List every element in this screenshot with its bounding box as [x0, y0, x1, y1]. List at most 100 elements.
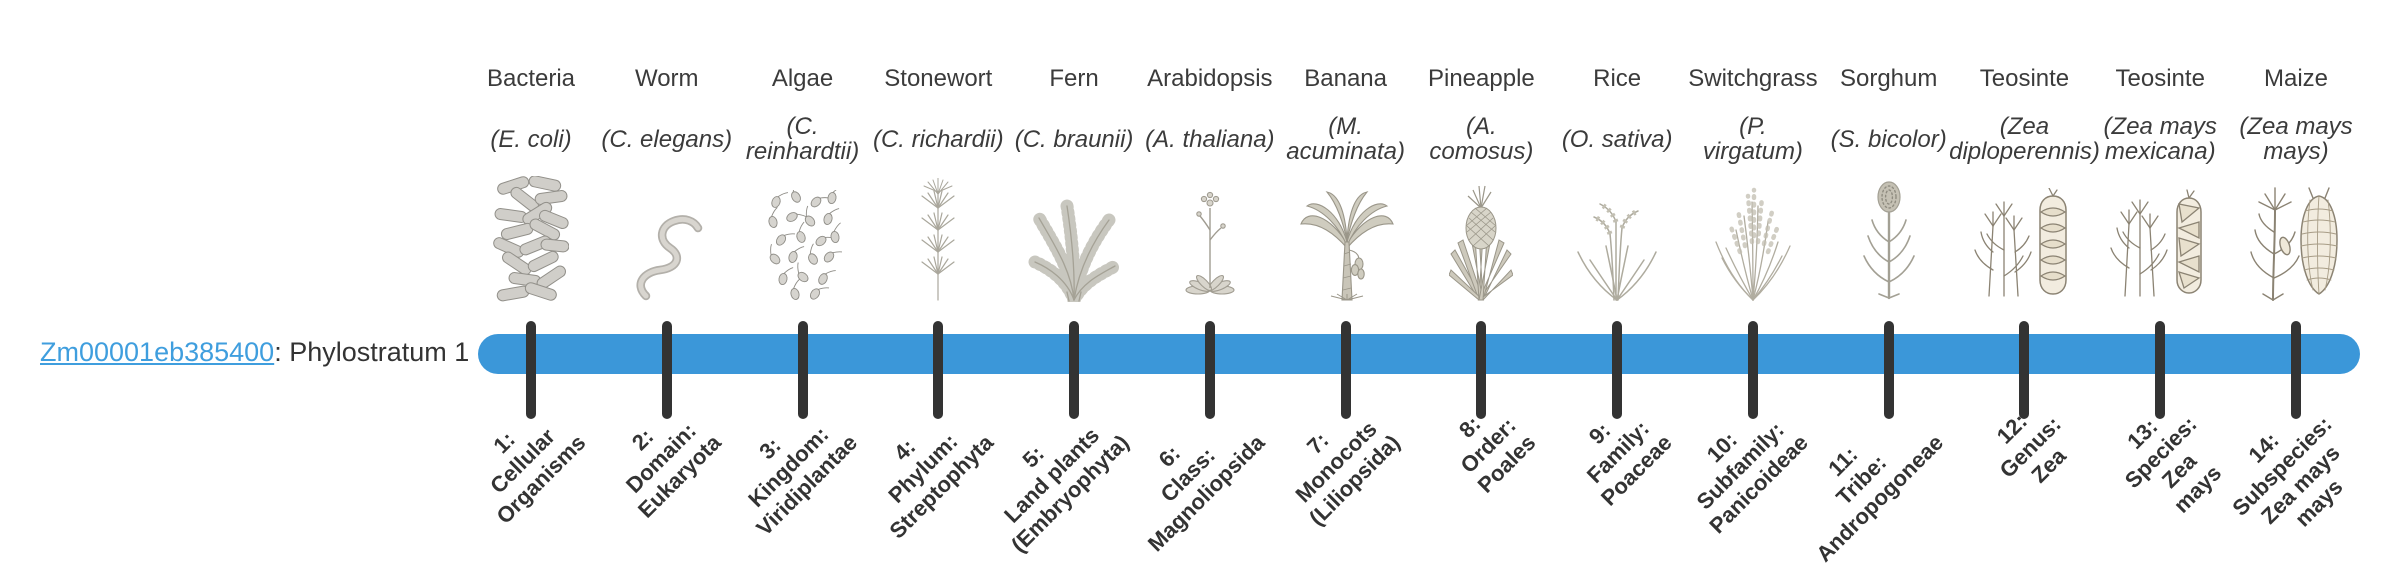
stratum-column: Stonewort (C. richardii) 4: Phylum: Strept… [870, 0, 1006, 580]
species-line: diploperennis) [1949, 138, 2100, 165]
stratum-column: Sorghum (S. bicolor) 11: Tribe: Andro [1811, 0, 1957, 580]
gene-id-link[interactable]: Zm00001eb385400 [40, 337, 275, 367]
timeline-tick [933, 321, 944, 419]
timeline-tick [1883, 321, 1894, 419]
stonewort-illustration [921, 178, 955, 301]
organism-species: (C. braunii) [1006, 102, 1142, 176]
organism-name: Bacteria [486, 65, 576, 92]
organism-art [1549, 172, 1685, 302]
organism-species: (Zea diploperennis) [1949, 102, 2100, 176]
organism-species: (C. richardii) [870, 102, 1006, 176]
organism-art [1821, 172, 1957, 302]
stratum-label: 8: Order: Poales [1436, 393, 1541, 498]
stratum-label: 7: Monocots (Liliopsida) [1268, 393, 1406, 531]
teosinte-mexicana-illustration [2110, 189, 2202, 297]
timeline-tick [797, 321, 808, 419]
species-line: (C. braunii) [1014, 125, 1134, 153]
fern-illustration [1028, 199, 1122, 302]
stratum-text: : Phylostratum 1 [274, 337, 470, 367]
stratum-column: Rice (O. sativa) 9: Family: Poaceae [1549, 0, 1685, 580]
organism-name: Pineapple [1427, 65, 1535, 92]
organism-species: (C. elegans) [599, 102, 735, 176]
organism-name: Switchgrass [1688, 65, 1818, 92]
organism-art [2228, 172, 2364, 302]
banana-illustration [1299, 191, 1394, 301]
organism-name: Teosinte [1979, 65, 2070, 92]
timeline-tick [1612, 321, 1623, 419]
organism-art [1685, 172, 1821, 302]
timeline-tick [526, 321, 536, 419]
timeline-tick [1069, 321, 1080, 419]
timeline-tick [2155, 321, 2166, 419]
timeline-tick [1747, 321, 1758, 419]
species-line: (C. [786, 113, 819, 140]
organism-name: Algae [771, 65, 834, 92]
organism-art [1006, 172, 1142, 302]
stratum-column: Bacteria (E. coli) [463, 0, 599, 580]
switchgrass-illustration [1715, 187, 1791, 301]
organism-art [735, 172, 871, 302]
organism-art [2092, 172, 2228, 302]
species-line: (Zea [1999, 113, 2050, 140]
organism-species: (S. bicolor) [1821, 102, 1957, 176]
gene-label: Zm00001eb385400: Phylostratum 1 [40, 337, 469, 368]
algae-illustration [767, 190, 842, 300]
organism-name: Fern [1049, 65, 1099, 92]
species-line: (A. thaliana) [1145, 125, 1275, 153]
species-line: (C. richardii) [872, 125, 1004, 153]
sorghum-illustration [1862, 181, 1915, 300]
organism-species: (Zea mays mexicana) [2092, 102, 2228, 176]
organism-name: Worm [634, 65, 699, 92]
timeline-tick [1204, 321, 1215, 419]
species-line: (M. [1328, 113, 1363, 140]
organism-species: (A. comosus) [1413, 102, 1549, 176]
organism-art [1956, 172, 2092, 302]
stratum-label: 4: Phylum: Streptophyta [847, 393, 998, 544]
organism-species: (E. coli) [463, 102, 599, 176]
species-line: (A. [1466, 113, 1497, 140]
organism-art [1413, 172, 1549, 302]
maize-illustration [2250, 187, 2338, 301]
worm-illustration [636, 215, 703, 301]
species-line: (E. coli) [490, 125, 572, 153]
organism-name: Arabidopsis [1147, 65, 1273, 92]
stratum-column: Teosinte (Zea diploperennis) [1949, 0, 2100, 580]
species-line: reinhardtii) [745, 138, 860, 165]
organism-name: Stonewort [884, 65, 993, 92]
species-line: comosus) [1429, 138, 1534, 165]
species-line: (O. sativa) [1561, 125, 1673, 153]
organism-species: (P. virgatum) [1685, 102, 1821, 176]
organism-name: Teosinte [2115, 65, 2205, 92]
pineapple-illustration [1449, 185, 1514, 301]
stratum-label: 3: Kingdom: Viridiplantae [714, 393, 862, 541]
organism-art [599, 172, 735, 302]
organism-art [1278, 172, 1414, 302]
organism-name: Rice [1593, 65, 1642, 92]
organism-name: Sorghum [1839, 65, 1938, 92]
species-line: mexicana) [2104, 138, 2216, 165]
organism-art [870, 172, 1006, 302]
arabidopsis-illustration [1185, 191, 1235, 295]
organism-species: (Zea mays mays) [2228, 102, 2364, 176]
species-line: (Zea mays [2103, 113, 2217, 140]
timeline-tick [2019, 321, 2030, 419]
stratum-column: Maize (Zea mays mays) [2228, 0, 2364, 580]
organism-species: (M. acuminata) [1278, 102, 1414, 176]
species-line: mays) [2263, 138, 2329, 165]
stratum-column: Pineapple (A. comosus) [1413, 0, 1549, 580]
stratum-column: Arabidopsis (A. thaliana) 6: Clas [1142, 0, 1278, 580]
timeline-tick [2291, 321, 2301, 419]
timeline-tick [661, 321, 672, 419]
stratum-column: Algae (C. reinhardtii) [735, 0, 871, 580]
organism-name: Banana [1304, 65, 1387, 92]
organism-species: (C. reinhardtii) [735, 102, 871, 176]
organism-species: (A. thaliana) [1142, 102, 1278, 176]
rice-illustration [1577, 201, 1657, 301]
organism-species: (O. sativa) [1549, 102, 1685, 176]
organism-name: Maize [2263, 65, 2329, 92]
stratum-column: Worm (C. elegans) 2: Domain: Eukaryota [599, 0, 735, 580]
stratum-label: 13: Species: Zea mays [2101, 393, 2239, 531]
teosinte-diploperennis-illustration [1974, 188, 2068, 297]
stratum-column: Fern (C. braunii) [999, 0, 1142, 580]
